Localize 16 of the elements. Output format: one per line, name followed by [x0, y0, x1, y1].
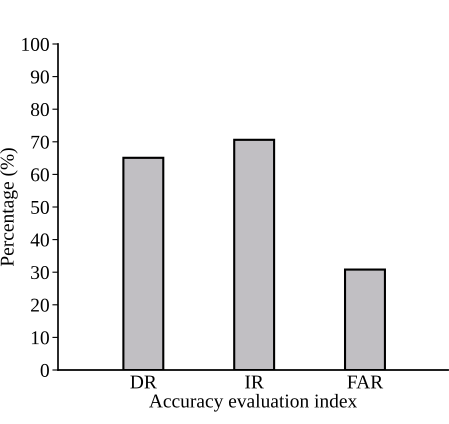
y-tick-label: 30 — [31, 266, 49, 280]
y-tick-label: 90 — [30, 70, 49, 84]
y-tick-label: 60 — [31, 168, 49, 182]
y-tick-label: 50 — [31, 200, 49, 214]
x-tick-label: IR — [245, 376, 264, 388]
y-tick-label: 70 — [32, 136, 49, 149]
y-tick-label: 100 — [22, 38, 49, 51]
x-axis-title: Accuracy evaluation index — [149, 394, 358, 412]
y-tick-label: 10 — [32, 331, 49, 344]
y-tick-label: 40 — [30, 233, 49, 247]
y-tick-label: 0 — [40, 364, 49, 377]
y-tick-label: 80 — [30, 103, 49, 116]
y-tick-label: 20 — [31, 298, 49, 312]
x-tick-label: DR — [130, 376, 157, 388]
x-tick-label: FAR — [347, 376, 384, 388]
y-axis-title: Percentage (%) — [0, 148, 18, 266]
